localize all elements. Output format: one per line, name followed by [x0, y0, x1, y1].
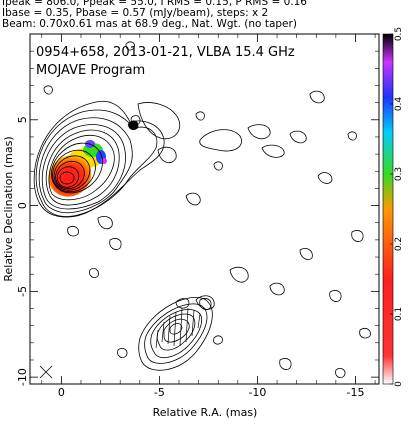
plot-frame: [29, 33, 380, 385]
jet-contours: [33, 41, 371, 378]
core-contours: [35, 109, 158, 217]
y-tick-label: 0: [16, 202, 29, 209]
black-knot: [128, 120, 139, 131]
x-tick-label: -5: [154, 386, 165, 399]
beam-marker: [39, 365, 53, 379]
x-tick-label: -15: [346, 386, 364, 399]
y-tick-label: -10: [16, 368, 29, 386]
y-tick-label: -5: [16, 286, 29, 297]
y-tick-label: 5: [16, 116, 29, 123]
colorbar-axis: 0 0.1 0.2 0.3 0.4 0.5: [390, 27, 404, 387]
x-tick-label: -10: [248, 386, 266, 399]
lower-jet-contours: [138, 295, 215, 371]
polarization-vectors: [155, 307, 201, 349]
chart-subtitle: MOJAVE Program: [36, 63, 145, 78]
polarization-patch: [101, 158, 107, 164]
colorbar: [382, 33, 394, 385]
x-axis-label: Relative R.A. (mas): [153, 406, 258, 419]
y-axis-label: Relative Declination (mas): [2, 136, 15, 281]
x-axis: 0 -5 -10 -15: [41, 34, 376, 399]
x-tick-label: 0: [58, 386, 65, 399]
header-line-1: Ipeak = 806.0, Ppeak = 55.0, I RMS = 0.1…: [2, 0, 307, 8]
header-line-2: Ibase = 0.35, Pbase = 0.57 (mJy/beam), s…: [2, 7, 269, 19]
colorbar-tick-label: 0: [394, 381, 404, 387]
colorbar-tick-label: 0.5: [394, 27, 404, 41]
colorbar-tick-label: 0.3: [394, 167, 404, 181]
y-axis: 5 0 -5 -10: [16, 50, 379, 386]
header-line-3: Beam: 0.70x0.61 mas at 68.9 deg., Nat. W…: [2, 18, 297, 30]
colorbar-tick-label: 0.1: [394, 307, 404, 321]
chart-title: 0954+658, 2013-01-21, VLBA 15.4 GHz: [36, 45, 295, 60]
colorbar-tick-label: 0.4: [394, 97, 404, 112]
emission-map: [33, 41, 371, 379]
colorbar-tick-label: 0.2: [394, 237, 404, 251]
